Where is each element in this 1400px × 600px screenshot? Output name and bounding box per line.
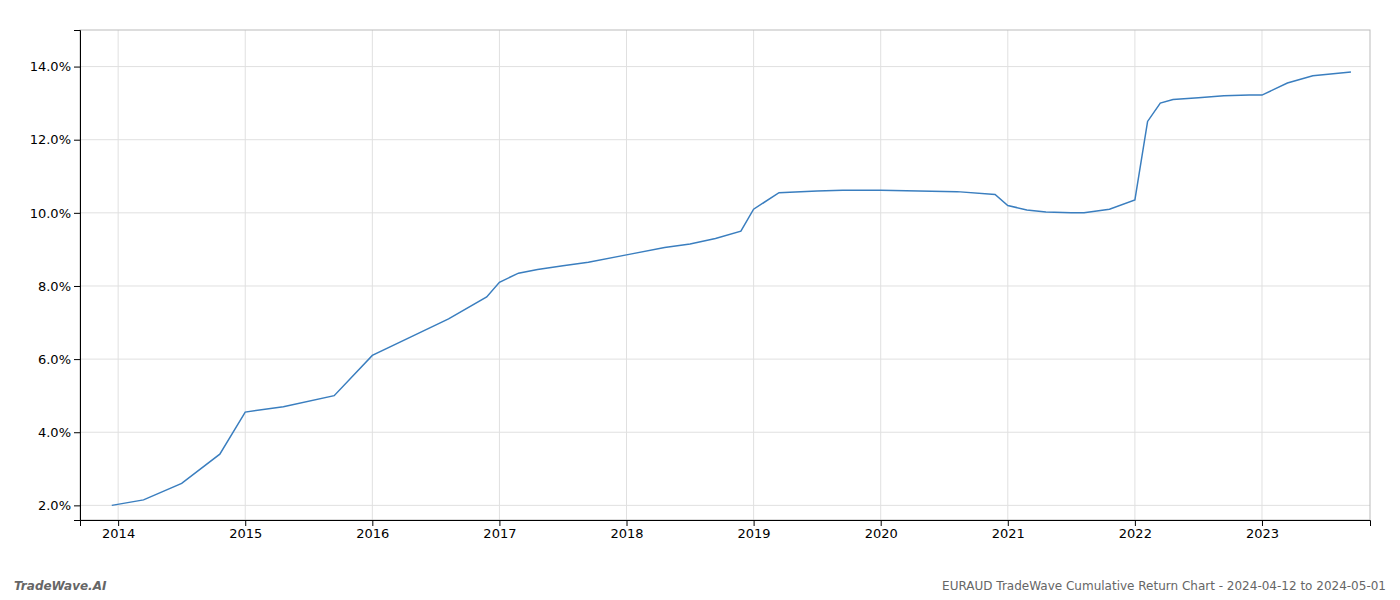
y-tick-label: 12.0%	[30, 132, 71, 147]
grid-line-x	[118, 30, 119, 520]
tick-mark	[245, 520, 246, 526]
x-tick: 2023	[1246, 520, 1279, 541]
tick-mark	[74, 359, 80, 360]
y-tick: 10.0%	[30, 205, 80, 220]
tick-mark	[74, 67, 80, 68]
x-tick: 2019	[738, 520, 771, 541]
x-tick-label: 2021	[992, 526, 1025, 541]
x-tick-label: 2016	[356, 526, 389, 541]
x-tick: 2018	[610, 520, 643, 541]
y-tick-label: 10.0%	[30, 205, 71, 220]
grid-line-x	[1007, 30, 1008, 520]
y-tick-label: 6.0%	[38, 352, 71, 367]
grid-line-x	[245, 30, 246, 520]
tick-mark	[74, 432, 80, 433]
x-tick: 2015	[229, 520, 262, 541]
axis-line	[74, 31, 81, 521]
footer-right: EURAUD TradeWave Cumulative Return Chart…	[942, 579, 1386, 593]
y-tick-label: 2.0%	[38, 498, 71, 513]
y-tick-label: 8.0%	[38, 279, 71, 294]
grid-line-y	[80, 359, 1370, 360]
grid-line-y	[80, 285, 1370, 286]
tick-mark	[754, 520, 755, 526]
grid-line-x	[753, 30, 754, 520]
x-tick: 2021	[992, 520, 1025, 541]
x-tick: 2022	[1119, 520, 1152, 541]
tick-mark	[74, 505, 80, 506]
marks	[112, 72, 1351, 505]
grid	[80, 30, 1370, 520]
x-tick: 2014	[102, 520, 135, 541]
line	[112, 72, 1351, 505]
plot: 2014 2015 2016 2017 2018 2019 2020 2021 2022 2023…	[30, 30, 1371, 541]
x-tick-label: 2015	[229, 526, 262, 541]
y-tick: 2.0%	[38, 498, 80, 513]
x-axis: 2014 2015 2016 2017 2018 2019 2020 2021 2022 2023	[81, 520, 1371, 541]
x-tick-label: 2018	[610, 526, 643, 541]
grid-line-x	[372, 30, 373, 520]
tick-mark	[627, 520, 628, 526]
tick-mark	[1008, 520, 1009, 526]
tick-mark	[372, 520, 373, 526]
tick-mark	[74, 286, 80, 287]
y-tick: 12.0%	[30, 132, 80, 147]
y-tick-label: 14.0%	[30, 59, 71, 74]
tick-mark	[74, 213, 80, 214]
tick-mark	[881, 520, 882, 526]
x-tick-label: 2023	[1246, 526, 1279, 541]
y-tick: 6.0%	[38, 352, 80, 367]
y-axis: 2.0% 4.0% 6.0% 8.0% 10.0% 12.0% 14.0%	[30, 31, 81, 521]
grid-line-x	[499, 30, 500, 520]
grid-line-x	[626, 30, 627, 520]
grid-line-x	[1261, 30, 1262, 520]
axis-line	[81, 521, 1371, 527]
y-tick: 8.0%	[38, 279, 80, 294]
x-tick: 2017	[483, 520, 516, 541]
grid-line-x	[1134, 30, 1135, 520]
tick-mark	[499, 520, 500, 526]
x-tick: 2016	[356, 520, 389, 541]
y-tick-label: 4.0%	[38, 425, 71, 440]
x-tick-label: 2017	[483, 526, 516, 541]
x-tick-label: 2020	[865, 526, 898, 541]
x-tick-label: 2014	[102, 526, 135, 541]
tick-mark	[1262, 520, 1263, 526]
tick-mark	[1135, 520, 1136, 526]
y-tick: 4.0%	[38, 425, 80, 440]
grid-line-x	[880, 30, 881, 520]
grid-line-y	[80, 432, 1370, 433]
plot-frame	[80, 30, 1370, 520]
grid-line-y	[80, 139, 1370, 140]
x-tick-label: 2022	[1119, 526, 1152, 541]
chart: 2014 2015 2016 2017 2018 2019 2020 2021 2022 2023…	[0, 0, 1400, 600]
tick-mark	[74, 140, 80, 141]
grid-line-y	[80, 66, 1370, 67]
grid-line-y	[80, 212, 1370, 213]
grid-line-y	[80, 505, 1370, 506]
x-tick-label: 2019	[738, 526, 771, 541]
y-tick: 14.0%	[30, 59, 80, 74]
footer-left: TradeWave.AI	[14, 579, 107, 593]
x-tick: 2020	[865, 520, 898, 541]
tick-mark	[118, 520, 119, 526]
